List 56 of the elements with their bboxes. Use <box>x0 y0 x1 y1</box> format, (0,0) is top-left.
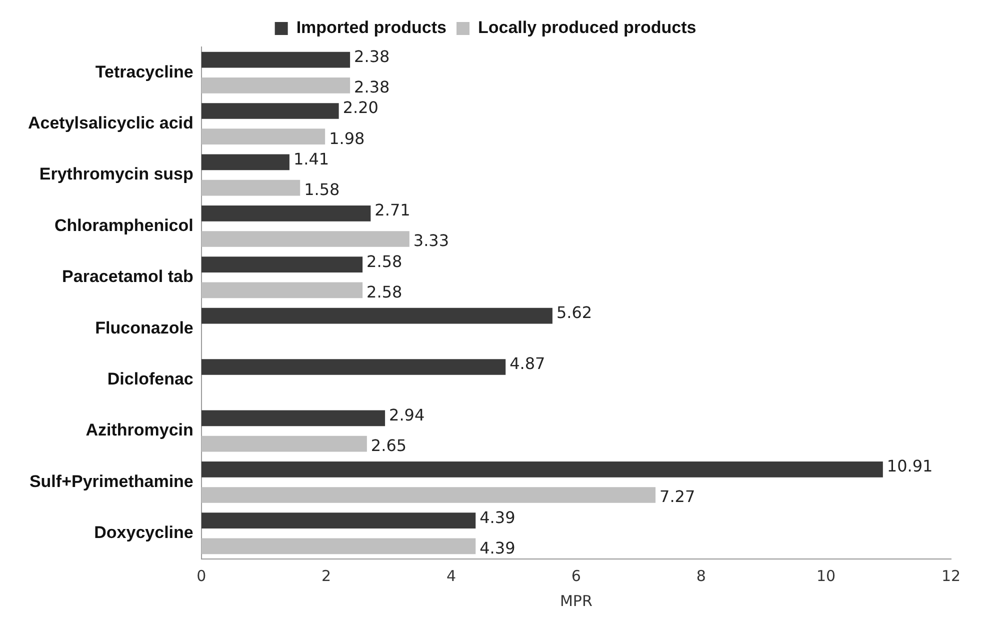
legend-label: Locally produced products <box>478 18 696 38</box>
bar <box>201 231 410 247</box>
y-tick-label: Acetylsalicyclic acid <box>28 113 194 132</box>
text: 2.58 <box>366 252 402 271</box>
x-tick-label: 8 <box>696 566 706 585</box>
text: 4.87 <box>510 354 546 374</box>
y-tick-label: Azithromycin <box>86 420 194 440</box>
x-tick-label: 0 <box>196 566 206 585</box>
y-tick-label: Diclofenac <box>107 369 194 388</box>
bar <box>201 436 367 452</box>
bar <box>201 77 350 94</box>
text: 2.71 <box>374 200 410 220</box>
bar <box>201 538 476 554</box>
bar <box>201 180 300 196</box>
y-tick-label: Chloramphenicol <box>54 216 194 235</box>
text: 3.33 <box>413 231 450 250</box>
text: 10.91 <box>886 456 933 476</box>
x-tick-label: 4 <box>446 566 456 585</box>
x-tick-label: 6 <box>571 566 581 585</box>
text: 4.39 <box>480 538 516 558</box>
bar <box>201 359 506 375</box>
bar <box>201 410 386 426</box>
y-tick-label: Sulf+Pyrimethamine <box>29 472 194 491</box>
legend-label: Imported products <box>296 18 446 38</box>
bar <box>201 103 339 119</box>
y-tick-label: Doxycycline <box>94 523 194 542</box>
bar <box>201 461 883 478</box>
x-tick-label: 10 <box>816 566 836 585</box>
y-tick-label: Fluconazole <box>95 318 194 338</box>
x-tick-label: 2 <box>322 566 332 585</box>
text: 4.39 <box>480 508 516 527</box>
text: 2.94 <box>389 405 425 424</box>
text: 5.62 <box>556 302 592 322</box>
text: 1.58 <box>304 180 340 199</box>
y-tick-label: Erythromycin susp <box>39 164 194 184</box>
text: 2.20 <box>342 98 378 118</box>
text: 1.98 <box>329 128 365 148</box>
text: 7.27 <box>660 487 696 506</box>
y-tick-label: Paracetamol tab <box>62 267 194 286</box>
text: 2.38 <box>354 78 390 97</box>
text: 1.41 <box>293 149 330 168</box>
text: 2.58 <box>366 282 402 302</box>
text: 2.65 <box>370 436 407 455</box>
bar <box>201 512 476 529</box>
bar <box>201 487 656 503</box>
bar <box>201 282 363 298</box>
y-tick-label: Tetracycline <box>95 62 194 82</box>
x-axis-title: MPR <box>560 592 592 610</box>
bar <box>201 205 371 222</box>
bar <box>201 128 326 145</box>
x-tick-label: 12 <box>941 566 961 585</box>
bar <box>201 154 290 170</box>
bar <box>201 308 552 324</box>
bar <box>201 52 350 68</box>
text: 2.38 <box>354 46 390 66</box>
bar <box>201 256 363 273</box>
